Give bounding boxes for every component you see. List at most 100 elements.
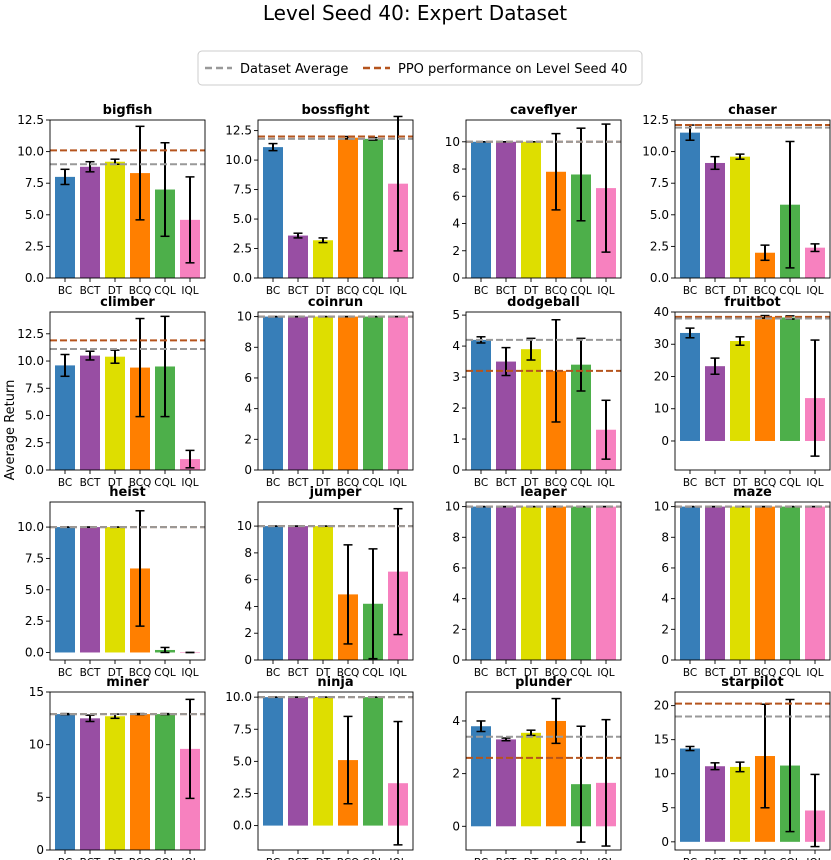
y-tick-label: 4 <box>661 592 669 606</box>
subplot-title: maze <box>733 485 772 500</box>
x-tick-label-IQL: IQL <box>181 857 198 860</box>
x-tick-label-BCT: BCT <box>705 477 726 489</box>
bar-BC <box>55 527 75 653</box>
subplot-jumper: jumper 0 2 4 6 8 10 BC BCT DT BCQ CQL IQL <box>237 485 414 679</box>
x-tick-label-BCT: BCT <box>705 667 726 679</box>
x-tick-label-CQL: CQL <box>154 667 176 679</box>
bar-BCT <box>496 739 516 827</box>
x-tick-label-CQL: CQL <box>779 667 801 679</box>
bar-DT <box>730 341 750 441</box>
x-tick-label-IQL: IQL <box>597 667 614 679</box>
x-tick-label-BC: BC <box>683 285 697 297</box>
y-tick-label: 10 <box>445 500 460 514</box>
axes-frame <box>465 501 622 661</box>
axes-frame <box>674 119 831 279</box>
x-tick-label-BCT: BCT <box>288 667 309 679</box>
y-tick-label: 8 <box>661 530 669 544</box>
y-tick-label: 8 <box>452 530 460 544</box>
axes-frame <box>49 119 206 279</box>
y-tick-label: 10 <box>237 310 252 324</box>
subplot-title: jumper <box>309 485 362 500</box>
y-tick-label: 7.5 <box>25 551 44 565</box>
y-tick-label: 3 <box>452 370 460 384</box>
bar-BCQ <box>755 252 775 278</box>
y-tick-label: 10.0 <box>225 690 252 704</box>
y-tick-label: 15 <box>654 733 669 747</box>
bar-IQL <box>805 247 825 278</box>
axes-frame <box>674 691 831 851</box>
bar-DT <box>521 141 541 278</box>
y-tick-label: 0 <box>452 819 460 833</box>
x-tick-label-DT: DT <box>733 857 748 860</box>
axes-frame <box>674 501 831 661</box>
x-tick-label-BCT: BCT <box>288 857 309 860</box>
bar-DT <box>521 506 541 660</box>
bar-BC <box>263 147 283 278</box>
subplot-title: coinrun <box>308 295 363 310</box>
y-tick-label: 4 <box>452 714 460 728</box>
y-tick-label: 0 <box>661 434 669 448</box>
y-tick-label: 7.5 <box>233 722 252 736</box>
y-tick-label: 0.0 <box>233 819 252 833</box>
bar-BC <box>263 316 283 470</box>
x-tick-label-BCT: BCT <box>288 285 309 297</box>
x-tick-label-BCQ: BCQ <box>754 285 777 297</box>
x-tick-label-BCT: BCT <box>705 857 726 860</box>
y-tick-label: 5.0 <box>25 583 44 597</box>
x-tick-label-CQL: CQL <box>779 857 801 860</box>
y-tick-label: 6 <box>452 189 460 203</box>
y-tick-label: 5 <box>452 308 460 322</box>
x-tick-label-CQL: CQL <box>570 285 592 297</box>
x-tick-label-IQL: IQL <box>806 857 823 860</box>
x-tick-label-BCQ: BCQ <box>754 477 777 489</box>
y-tick-label: 10 <box>654 402 669 416</box>
y-tick-label: 10.0 <box>17 520 44 534</box>
axes-frame <box>465 311 622 471</box>
bar-DT <box>730 766 750 842</box>
subplot-dodgeball: dodgeball 0 1 2 3 4 5 BC BCT DT BCQ CQL IQL <box>452 295 622 489</box>
legend-dataset-label: Dataset Average <box>240 62 348 77</box>
x-tick-label-BC: BC <box>474 285 488 297</box>
x-tick-label-BCT: BCT <box>496 857 517 860</box>
bar-DT <box>105 527 125 653</box>
bar-BC <box>471 339 491 470</box>
x-tick-label-DT: DT <box>108 285 123 297</box>
y-tick-label: 5 <box>36 790 44 804</box>
y-tick-label: 6 <box>661 561 669 575</box>
x-tick-label-BC: BC <box>266 857 280 860</box>
x-tick-label-CQL: CQL <box>154 857 176 860</box>
y-tick-label: 12.5 <box>17 113 44 127</box>
bar-DT <box>730 506 750 660</box>
axes-frame <box>49 501 206 661</box>
bar-BC <box>55 714 75 850</box>
bar-BCQ <box>546 506 566 660</box>
subplot-coinrun: coinrun 0 2 4 6 8 10 BC BCT DT BCQ CQL IQL <box>237 295 414 489</box>
y-tick-label: 12.5 <box>642 113 669 127</box>
bar-IQL <box>805 506 825 660</box>
y-tick-label: 2.5 <box>25 239 44 253</box>
x-tick-label-DT: DT <box>524 477 539 489</box>
bar-CQL <box>571 506 591 660</box>
x-tick-label-CQL: CQL <box>362 477 384 489</box>
x-tick-label-BCQ: BCQ <box>129 285 152 297</box>
x-tick-label-CQL: CQL <box>362 857 384 860</box>
bar-BC <box>680 506 700 660</box>
x-tick-label-BC: BC <box>266 667 280 679</box>
axes-frame <box>465 691 622 851</box>
bar-BCT <box>496 141 516 278</box>
subplot-title: plunder <box>515 675 572 690</box>
subplot-title: bigfish <box>103 103 153 118</box>
bar-IQL <box>596 506 616 660</box>
y-tick-label: 4 <box>452 339 460 353</box>
x-tick-label-BC: BC <box>58 477 72 489</box>
x-tick-label-DT: DT <box>524 857 539 860</box>
x-tick-label-BC: BC <box>266 477 280 489</box>
x-tick-label-BC: BC <box>683 477 697 489</box>
x-tick-label-BCT: BCT <box>80 477 101 489</box>
bar-BCQ <box>546 720 566 827</box>
x-tick-label-IQL: IQL <box>181 667 198 679</box>
y-tick-label: 8 <box>452 162 460 176</box>
x-tick-label-BCQ: BCQ <box>545 477 568 489</box>
legend-frame <box>197 50 643 86</box>
